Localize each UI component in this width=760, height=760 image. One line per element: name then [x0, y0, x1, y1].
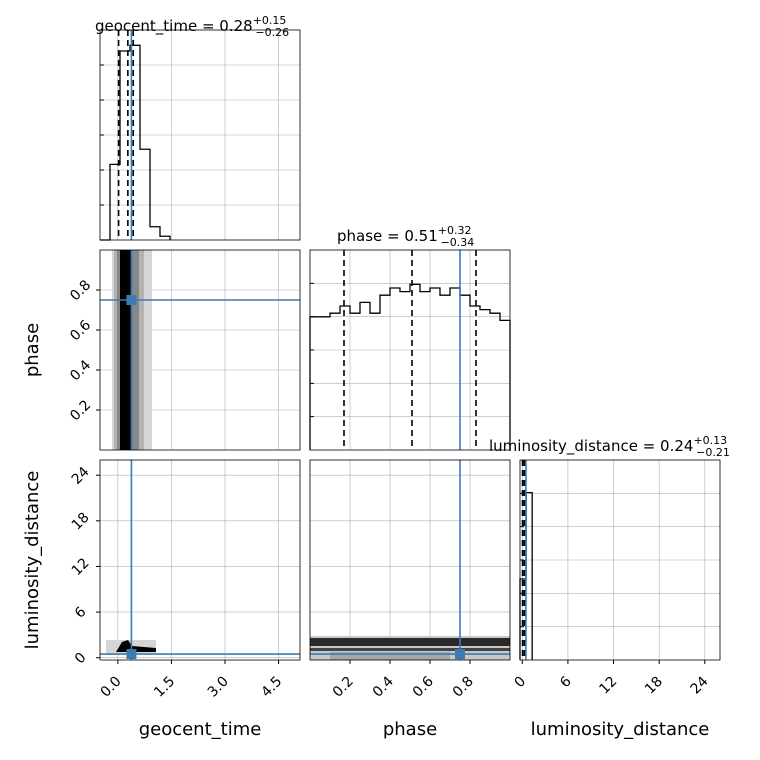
xtick-label-2-0: 0 — [511, 674, 529, 692]
ylabel-phase: phase — [22, 323, 43, 377]
ytick-label-1-3: 0.8 — [67, 277, 94, 304]
xtick-label-1-0: 0.2 — [330, 674, 357, 701]
truth-marker — [455, 649, 465, 660]
hist-outline — [100, 44, 171, 241]
xtick-label-1-2: 0.6 — [410, 673, 437, 700]
xlabel-geocent_time: geocent_time — [139, 719, 262, 740]
panel-luminosity_distance-vs-geocent_time — [99, 459, 301, 661]
marks-2-0 — [100, 460, 300, 660]
ylabel-luminosity_distance: luminosity_distance — [22, 471, 43, 650]
panel-luminosity_distance-hist: luminosity_distance = 0.24+0.13 −0.21 — [489, 434, 730, 661]
ytick-label-2-1: 6 — [72, 604, 90, 622]
title-geocent_time: geocent_time = 0.28+0.15 −0.26 — [95, 14, 289, 39]
xtick-label-2-2: 12 — [596, 674, 620, 698]
grid-2-0 — [100, 460, 300, 660]
xtick-label-2-1: 6 — [557, 673, 575, 691]
truth-marker — [126, 649, 137, 660]
marks-1-0 — [100, 250, 300, 450]
ytick-label-2-0: 0 — [72, 650, 90, 668]
title-luminosity_distance: luminosity_distance = 0.24+0.13 −0.21 — [489, 434, 730, 459]
marks-2-1 — [310, 460, 510, 660]
xlabel-luminosity_distance: luminosity_distance — [531, 719, 710, 740]
xtick-label-0-3: 4.5 — [258, 674, 285, 701]
xtick-label-2-4: 24 — [688, 673, 712, 697]
xtick-label-0-0: 0.0 — [98, 674, 125, 701]
ytick-label-2-3: 18 — [69, 510, 93, 534]
xlabel-phase: phase — [383, 719, 437, 740]
panel-phase-vs-geocent_time — [99, 249, 301, 451]
xtick-label-1-1: 0.4 — [370, 673, 397, 700]
hist-outline — [309, 283, 511, 450]
ytick-label-1-2: 0.6 — [67, 317, 94, 344]
title-phase: phase = 0.51+0.32 −0.34 — [337, 224, 474, 249]
xtick-label-0-1: 1.5 — [151, 674, 178, 701]
ytick-label-2-4: 24 — [69, 464, 93, 488]
truth-marker — [126, 295, 137, 305]
density-2-1 — [310, 636, 510, 660]
panel-phase-hist: phase = 0.51+0.32 −0.34 — [309, 224, 511, 451]
xtick-label-0-2: 3.0 — [205, 674, 232, 701]
ytick-label-1-1: 0.4 — [67, 357, 94, 384]
panel-geocent_time-hist: geocent_time = 0.28+0.15 −0.26 — [95, 14, 301, 241]
ytick-label-2-2: 12 — [69, 555, 93, 579]
xtick-label-1-3: 0.8 — [450, 674, 477, 701]
marks-0-0 — [100, 30, 171, 241]
marks-1-1 — [309, 250, 511, 450]
panel-luminosity_distance-vs-phase — [309, 459, 511, 661]
ytick-label-1-0: 0.2 — [67, 397, 94, 424]
xtick-label-2-3: 18 — [642, 674, 666, 698]
